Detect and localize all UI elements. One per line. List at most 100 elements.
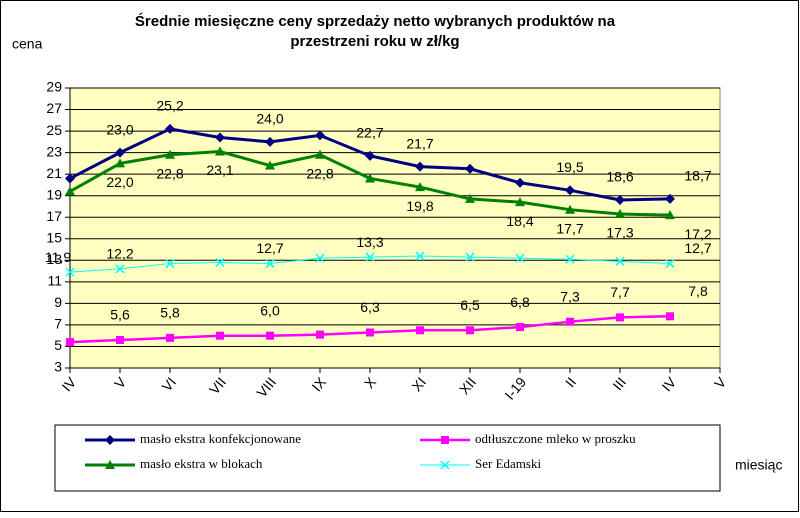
data-label: 24,0: [256, 111, 283, 127]
y-tick-label: 17: [46, 208, 62, 224]
y-axis-label: cena: [12, 36, 43, 52]
data-label: 22,8: [156, 165, 183, 181]
data-label: 7,8: [688, 283, 708, 299]
data-point: [365, 173, 375, 183]
data-point: [366, 328, 374, 337]
data-point: [565, 254, 575, 264]
data-point: [665, 210, 675, 220]
data-label: 25,2: [156, 98, 183, 114]
data-label: 7,3: [560, 288, 580, 304]
y-tick-label: 5: [54, 337, 62, 353]
data-point: [115, 147, 125, 158]
data-point: [465, 163, 475, 174]
data-point: [315, 130, 325, 141]
data-label: 6,8: [510, 294, 530, 310]
data-label: 22,8: [306, 165, 333, 181]
data-point: [665, 193, 675, 204]
legend-marker: [105, 460, 115, 469]
data-point: [116, 336, 124, 344]
data-label: 22,7: [356, 125, 383, 141]
data-point: [416, 326, 424, 335]
data-point: [415, 251, 425, 261]
data-point: [665, 259, 675, 269]
data-point: [66, 338, 74, 347]
data-point: [166, 333, 174, 342]
data-point: [265, 160, 275, 170]
y-tick-label: 25: [46, 122, 62, 138]
data-label: 21,7: [406, 135, 433, 151]
data-point: [65, 267, 75, 277]
data-point: [115, 158, 125, 168]
data-point: [265, 259, 275, 269]
data-point: [215, 132, 225, 143]
data-point: [165, 259, 175, 269]
data-point: [415, 161, 425, 172]
data-label: 11,9: [45, 249, 71, 265]
data-point: [65, 186, 75, 196]
data-label: 6,5: [460, 297, 480, 313]
data-label: 12,7: [256, 240, 283, 256]
data-label: 17,2: [684, 226, 711, 242]
data-label: 23,0: [106, 121, 133, 137]
data-label: 19,8: [406, 198, 433, 214]
data-point: [515, 253, 525, 263]
data-point: [515, 197, 525, 207]
data-point: [566, 317, 574, 326]
data-point: [316, 330, 324, 339]
data-label: 23,1: [206, 162, 233, 178]
data-point: [615, 195, 625, 205]
y-tick-label: 13: [46, 251, 62, 267]
data-label: 12,7: [684, 240, 711, 256]
data-label: 12,2: [106, 246, 133, 262]
data-label: 17,3: [606, 225, 633, 241]
data-point: [615, 256, 625, 266]
legend: [54, 424, 721, 492]
data-point: [315, 149, 325, 159]
data-point: [466, 326, 474, 335]
legend-label: masło ekstra konfekcjonowane: [140, 431, 301, 446]
legend-marker: [441, 436, 449, 444]
data-point: [565, 185, 575, 196]
data-label: 13,3: [356, 234, 383, 250]
data-point: [516, 323, 524, 332]
data-point: [215, 146, 225, 156]
data-point: [165, 123, 175, 134]
data-point: [465, 252, 475, 262]
data-label: 22,0: [106, 174, 133, 190]
legend-label: odtłuszczone mleko w proszku: [475, 431, 636, 446]
data-label: 18,7: [684, 168, 711, 184]
data-point: [215, 257, 225, 267]
data-point: [266, 331, 274, 340]
data-point: [515, 177, 525, 188]
data-label: 5,6: [110, 307, 130, 323]
chart-title: Średnie miesięczne ceny sprzedaży netto …: [135, 12, 616, 30]
y-tick-label: 15: [46, 229, 62, 245]
y-tick-label: 21: [46, 165, 62, 181]
data-label: 5,8: [160, 305, 180, 321]
data-label: 18,4: [506, 213, 533, 229]
data-point: [265, 136, 275, 147]
x-axis-label: miesiąc: [735, 457, 782, 473]
data-label: 6,3: [360, 299, 380, 315]
data-point: [565, 204, 575, 214]
data-point: [115, 264, 125, 274]
y-tick-label: 11: [47, 273, 62, 289]
data-point: [616, 313, 624, 322]
data-label: 17,7: [556, 220, 583, 236]
y-tick-label: 3: [54, 359, 62, 375]
y-tick-label: 29: [46, 79, 62, 95]
data-point: [365, 150, 375, 161]
data-point: [315, 253, 325, 263]
data-point: [465, 193, 475, 203]
data-label: 18,6: [606, 169, 633, 185]
legend-marker: [105, 435, 115, 445]
data-point: [365, 252, 375, 262]
legend-label: masło ekstra w blokach: [140, 456, 263, 471]
y-tick-label: 19: [46, 186, 62, 202]
data-point: [65, 173, 75, 184]
data-point: [666, 312, 674, 321]
plot-area: [69, 87, 721, 369]
data-label: 6,0: [260, 302, 280, 318]
data-label: 19,5: [556, 159, 583, 175]
